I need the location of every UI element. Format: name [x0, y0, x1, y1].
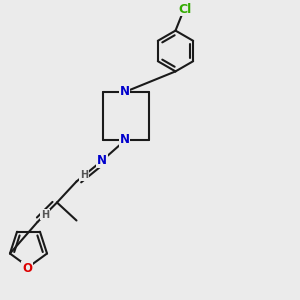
Text: O: O	[22, 262, 32, 275]
Text: H: H	[41, 209, 49, 220]
Text: N: N	[97, 154, 107, 167]
Text: N: N	[119, 133, 130, 146]
Text: H: H	[80, 170, 88, 181]
Text: Cl: Cl	[178, 2, 192, 16]
Text: N: N	[119, 85, 130, 98]
